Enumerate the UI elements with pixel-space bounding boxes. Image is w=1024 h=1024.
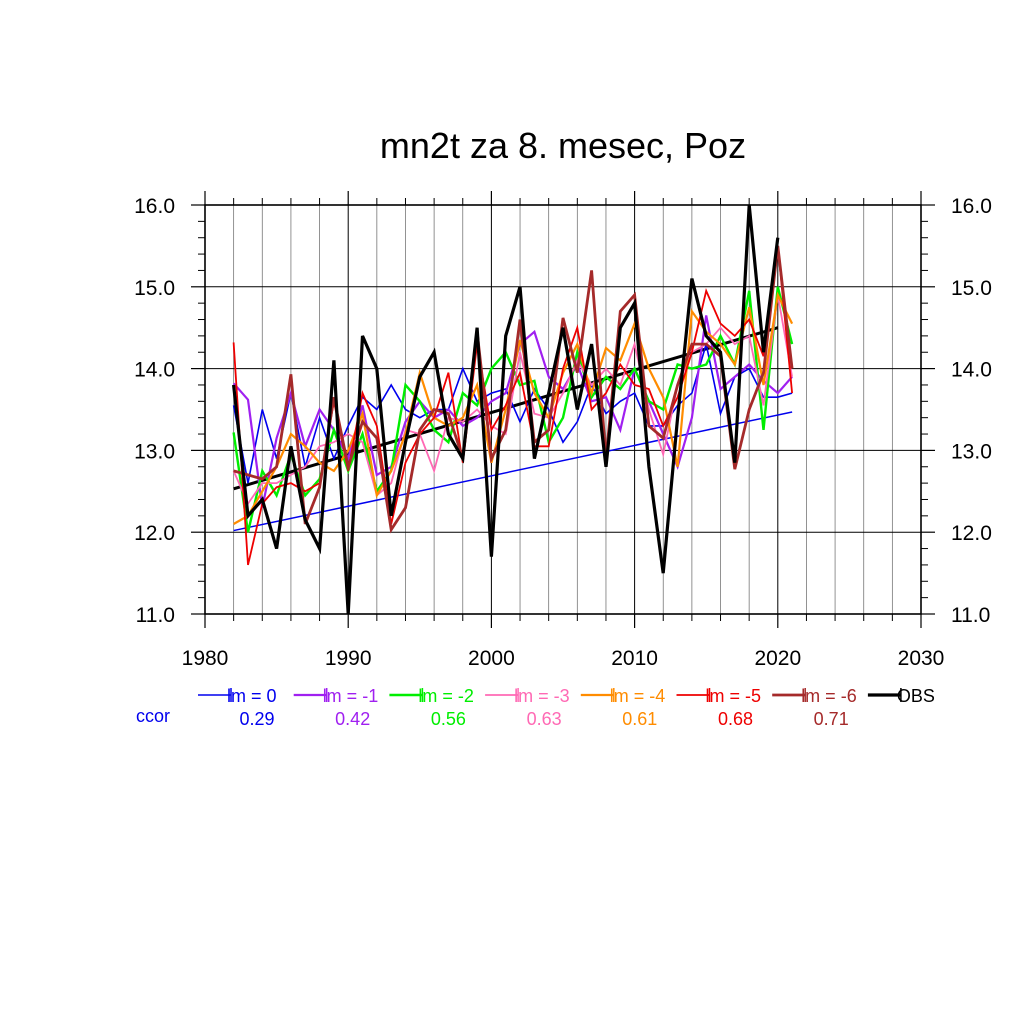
legend-label: lm = -5	[706, 686, 762, 706]
y-tick-label-right: 14.0	[951, 359, 992, 382]
ccor-value: 0.42	[335, 709, 370, 729]
ccor-value: 0.68	[718, 709, 753, 729]
y-tick-label-left: 13.0	[134, 440, 175, 463]
grid	[205, 205, 921, 614]
legend-label: lm = -4	[610, 686, 666, 706]
series-line-7	[232, 204, 780, 615]
y-tick-label-left: 15.0	[134, 277, 175, 300]
x-tick-label: 2010	[611, 647, 658, 670]
ccor-value: 0.61	[622, 709, 657, 729]
x-tick-label: 1990	[325, 647, 372, 670]
x-tick-label: 2020	[754, 647, 801, 670]
ccor-value: 0.71	[814, 709, 849, 729]
trend-line-lm0	[233, 411, 793, 532]
ccor-value: 0.56	[431, 709, 466, 729]
x-tick-label: 2000	[468, 647, 515, 670]
series-layer	[232, 204, 794, 615]
y-tick-label-left: 11.0	[136, 604, 175, 627]
legend-label: OBS	[897, 686, 935, 706]
x-tick-label: 1980	[182, 647, 229, 670]
y-tick-label-right: 15.0	[951, 277, 992, 300]
legend-label: lm = 0	[227, 686, 277, 706]
legend-label: lm = -3	[514, 686, 570, 706]
legend-label: lm = -6	[801, 686, 857, 706]
ccor-label: ccor	[136, 706, 170, 726]
axes: 1980 1990 2000 2010 2020 2030 11.0 11.0 12.0 12.0…	[134, 191, 992, 670]
legend-label: lm = -2	[418, 686, 474, 706]
ccor-value: 0.63	[527, 709, 562, 729]
y-tick-label-left: 14.0	[134, 359, 175, 382]
ccor-value: 0.29	[239, 709, 274, 729]
chart-title: mn2t za 8. mesec, Poz	[380, 125, 746, 166]
y-tick-label-left: 16.0	[134, 195, 175, 218]
y-tick-label-left: 12.0	[134, 522, 175, 545]
y-tick-label-right: 12.0	[951, 522, 992, 545]
x-tick-label: 2030	[898, 647, 945, 670]
y-tick-label-right: 13.0	[951, 440, 992, 463]
legend: lm = 0 0.29 lm = -1 0.42 lm = -2 0.56 lm = -3 0…	[136, 686, 935, 729]
plot-frame	[204, 204, 922, 615]
y-tick-label-right: 16.0	[951, 195, 992, 218]
y-tick-label-right: 11.0	[951, 604, 990, 627]
legend-label: lm = -1	[323, 686, 379, 706]
